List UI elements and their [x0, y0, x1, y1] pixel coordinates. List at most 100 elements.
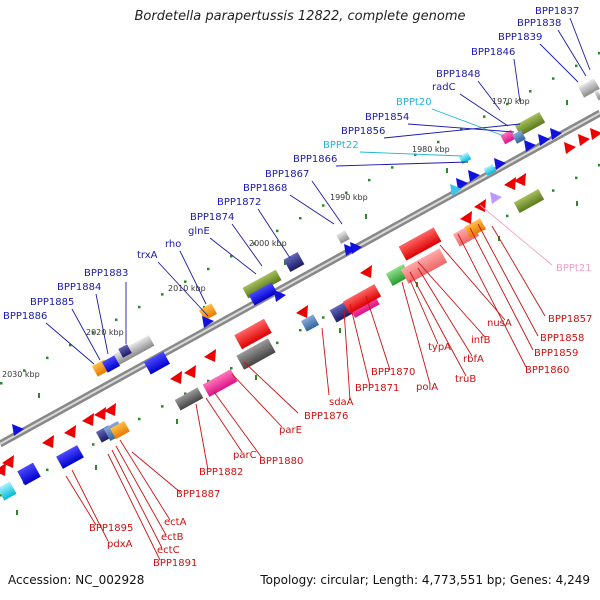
gene-label[interactable]: BPP1838: [517, 18, 561, 29]
gene-label[interactable]: polA: [416, 382, 438, 393]
strand-arrow: [82, 413, 94, 426]
gene-label[interactable]: BPP1848: [436, 69, 480, 80]
kbp-tick: [365, 214, 367, 219]
tick-mark: [46, 468, 49, 472]
gene-label[interactable]: BPP1880: [259, 456, 303, 467]
gene-label[interactable]: pdxA: [107, 539, 133, 550]
gene-label[interactable]: BPP1883: [84, 268, 128, 279]
gene-label[interactable]: BPP1876: [304, 411, 348, 422]
gene-feature: [500, 129, 516, 145]
topology-text: Topology: circular; Length: 4,773,551 bp…: [260, 573, 590, 587]
tick-mark: [575, 64, 578, 68]
gene-feature: [242, 269, 282, 299]
gene-label[interactable]: BPP1871: [355, 383, 399, 394]
gene-label[interactable]: sdaA: [329, 397, 354, 408]
gene-feature: [17, 462, 41, 486]
gene-label[interactable]: parE: [279, 425, 302, 436]
gene-feature: [400, 248, 448, 284]
gene-label[interactable]: BPP1857: [548, 314, 592, 325]
tick-mark: [598, 51, 600, 55]
leader-line: [95, 293, 109, 355]
gene-label[interactable]: BPP1839: [498, 32, 542, 43]
leader-line: [335, 161, 469, 167]
gene-label[interactable]: radC: [432, 82, 456, 93]
gene-label[interactable]: typA: [428, 342, 451, 353]
tick-mark: [460, 128, 463, 131]
leader-line: [457, 233, 527, 368]
gene-label[interactable]: BPP1868: [243, 183, 287, 194]
gene-label[interactable]: BPP1885: [30, 297, 74, 308]
tick-mark: [506, 102, 509, 106]
gene-label[interactable]: BPP1891: [153, 558, 197, 569]
leader-line: [365, 295, 391, 371]
leader-line: [407, 123, 515, 133]
strand-arrow: [538, 134, 550, 146]
gene-label[interactable]: BPP1874: [190, 212, 234, 223]
strand-arrow: [2, 455, 14, 468]
gene-label[interactable]: nusA: [487, 318, 512, 329]
leader-line: [439, 244, 506, 321]
kbp-tick: [176, 419, 178, 424]
gene-label[interactable]: BPP1882: [199, 467, 243, 478]
gene-feature: [101, 355, 121, 373]
gene-label[interactable]: BPP1856: [341, 126, 385, 137]
gene-feature: [118, 344, 132, 358]
gene-label[interactable]: BPP1846: [471, 47, 515, 58]
gene-label[interactable]: infB: [471, 335, 491, 346]
gene-feature: [483, 164, 497, 176]
leader-line: [417, 267, 473, 357]
gene-label[interactable]: BPP1837: [535, 6, 579, 17]
tick-mark: [414, 153, 417, 156]
leader-line: [119, 439, 171, 521]
gene-label[interactable]: BPP1866: [293, 154, 337, 165]
tick-mark: [276, 341, 279, 345]
trna-label[interactable]: BPPt22: [323, 140, 359, 151]
leader-line: [409, 279, 439, 345]
gene-label[interactable]: BPP1859: [534, 348, 578, 359]
trna-label[interactable]: BPPt20: [396, 97, 432, 108]
leader-line: [359, 151, 463, 157]
strand-arrow: [564, 142, 576, 154]
gene-label[interactable]: BPP1870: [371, 367, 415, 378]
leader-line: [179, 250, 207, 305]
gene-feature: [174, 387, 204, 411]
strand-arrow: [204, 349, 216, 362]
leader-line: [409, 271, 467, 377]
gene-feature: [143, 351, 171, 375]
leader-line: [383, 123, 521, 139]
gene-label[interactable]: truB: [455, 374, 476, 385]
gene-label[interactable]: BPP1854: [365, 112, 409, 123]
gene-feature: [300, 314, 320, 332]
tick-mark: [230, 367, 233, 370]
tick-label: 1980 kbp: [412, 145, 450, 154]
trna-label[interactable]: BPPt21: [556, 263, 592, 274]
strand-arrow: [94, 407, 106, 420]
gene-label[interactable]: BPP1884: [57, 282, 101, 293]
kbp-tick: [576, 201, 578, 206]
gene-label[interactable]: BPP1895: [89, 523, 133, 534]
strand-arrow: [450, 184, 462, 196]
strand-arrow: [184, 365, 196, 378]
leader-line: [131, 451, 181, 493]
gene-label[interactable]: rbfA: [463, 354, 484, 365]
leader-line: [477, 223, 539, 337]
gene-label[interactable]: BPP1860: [525, 365, 569, 376]
reverse-gene-labels: BPPt21 BPP1857 BPP1858 BPP1859 BPP1860 n…: [89, 263, 592, 569]
gene-label[interactable]: BPP1867: [265, 169, 309, 180]
gene-label[interactable]: ectA: [164, 517, 187, 528]
gene-feature: [248, 282, 278, 306]
gene-label[interactable]: trxA: [137, 250, 158, 261]
gene-label[interactable]: parC: [233, 450, 257, 461]
gene-label[interactable]: glnE: [188, 226, 210, 237]
gene-label[interactable]: BPP1886: [3, 311, 47, 322]
gene-label[interactable]: ectB: [161, 532, 184, 543]
tick-mark: [23, 369, 26, 372]
gene-label[interactable]: ectC: [157, 545, 180, 556]
gene-label[interactable]: rho: [165, 239, 181, 250]
leader-line: [343, 309, 351, 401]
gene-label[interactable]: BPP1858: [540, 333, 584, 344]
gene-label[interactable]: BPP1872: [217, 197, 261, 208]
gene-label[interactable]: BPP1887: [176, 489, 220, 500]
leader-line: [45, 322, 95, 365]
